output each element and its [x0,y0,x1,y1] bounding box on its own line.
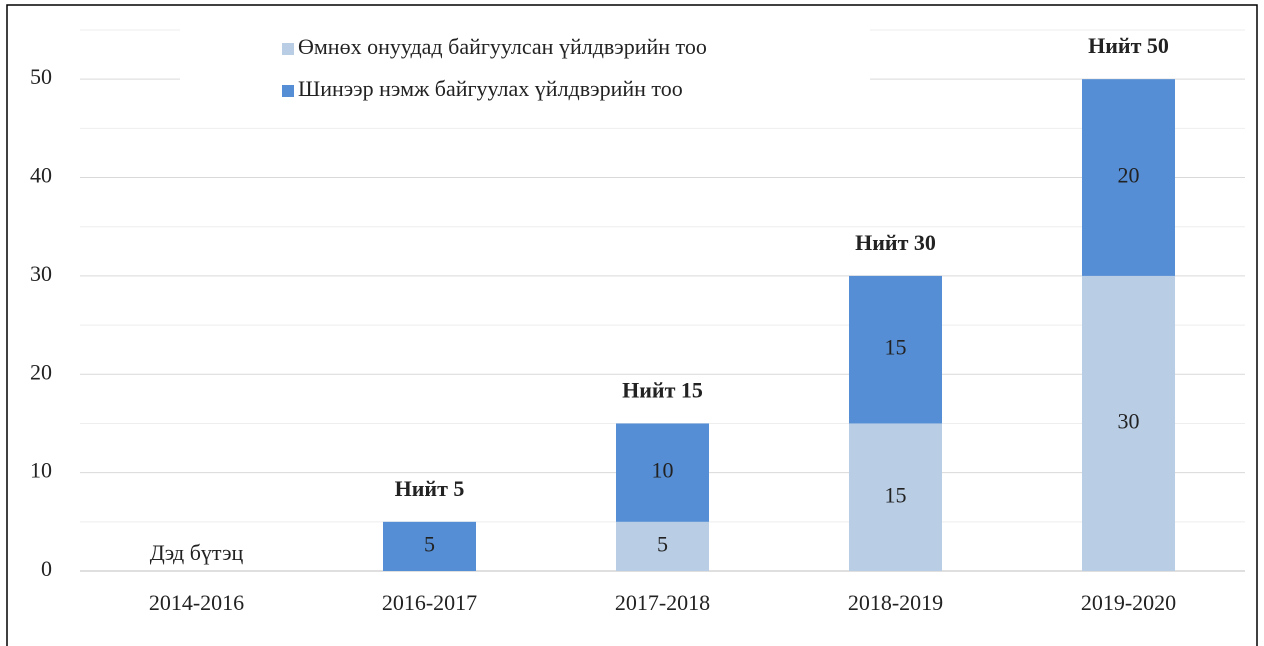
y-tick-label: 30 [30,261,52,286]
legend-label: Өмнөх онуудад байгуулсан үйлдвэрийн тоо [298,34,707,59]
y-tick-label: 10 [30,458,52,483]
total-label: Нийт 30 [855,230,936,255]
data-label: 10 [652,458,674,483]
x-tick-label: 2019-2020 [1081,590,1176,615]
data-label: 5 [657,531,668,556]
data-label: 15 [885,335,907,360]
x-tick-label: 2016-2017 [382,590,477,615]
x-tick-label: 2014-2016 [149,590,244,615]
total-label: Нийт 15 [622,378,703,403]
bar-segment [849,423,942,571]
category-annotation: Дэд бүтэц [150,540,244,565]
data-label: 5 [424,531,435,556]
x-tick-label: 2017-2018 [615,590,710,615]
bar-segment [616,521,709,571]
legend-label: Шинээр нэмж байгуулах үйлдвэрийн тоо [298,76,683,101]
total-label: Нийт 5 [395,476,465,501]
total-label: Нийт 50 [1088,33,1169,58]
data-label: 15 [885,482,907,507]
legend-swatch [282,85,294,97]
x-tick-label: 2018-2019 [848,590,943,615]
y-tick-label: 50 [30,64,52,89]
legend-swatch [282,43,294,55]
y-tick-label: 20 [30,359,52,384]
bar-segment [849,275,942,424]
bar-segment [1082,79,1175,276]
data-label: 20 [1118,163,1140,188]
bar-segment [383,521,476,571]
bar-segment [1082,275,1175,571]
bar-segment [616,423,709,522]
data-label: 30 [1118,409,1140,434]
y-tick-label: 0 [41,556,52,581]
legend-background [180,28,870,110]
y-tick-label: 40 [30,163,52,188]
